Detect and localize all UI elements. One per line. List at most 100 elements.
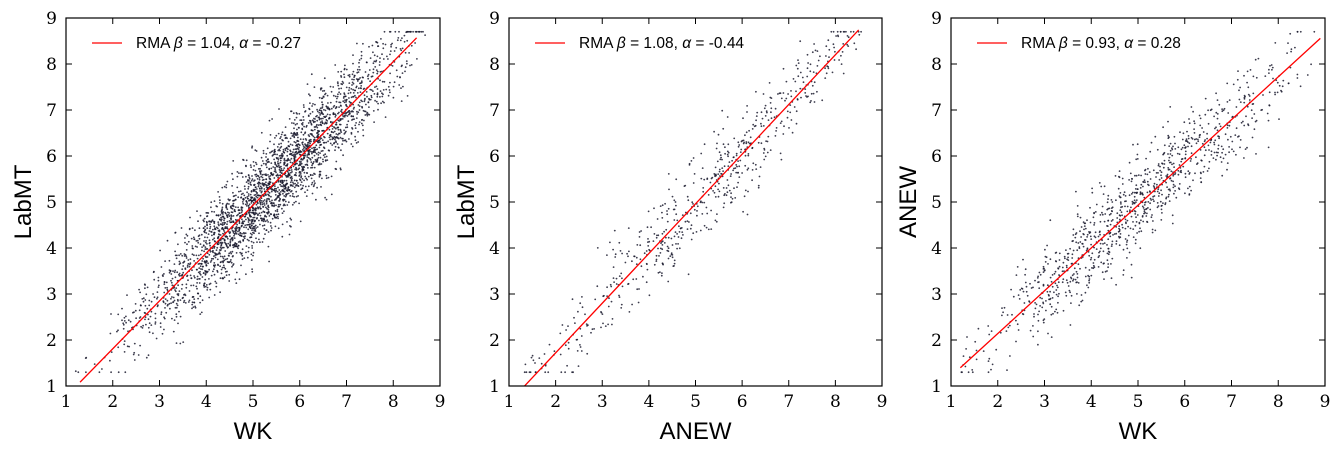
data-point xyxy=(270,195,272,198)
data-point xyxy=(260,211,263,214)
data-point xyxy=(648,294,651,297)
data-point xyxy=(671,254,674,256)
data-point xyxy=(574,322,576,324)
data-point xyxy=(241,224,243,227)
data-point xyxy=(163,291,166,294)
data-point xyxy=(354,94,356,97)
data-point xyxy=(1121,226,1124,229)
data-point xyxy=(275,204,277,207)
data-point xyxy=(613,281,615,283)
data-point xyxy=(306,156,309,158)
data-point xyxy=(293,179,296,182)
data-point xyxy=(147,326,150,329)
data-point xyxy=(348,110,351,112)
data-point xyxy=(799,87,802,90)
data-point xyxy=(249,236,251,239)
data-point xyxy=(1034,302,1036,304)
data-point xyxy=(1188,185,1191,188)
data-point xyxy=(1148,190,1151,193)
data-point xyxy=(257,185,260,188)
data-point xyxy=(255,188,258,190)
x-tick-label: 6 xyxy=(294,392,305,412)
data-point xyxy=(392,96,395,99)
data-point xyxy=(538,357,541,359)
data-point xyxy=(1088,269,1091,271)
data-point xyxy=(377,108,379,111)
data-point xyxy=(226,180,229,183)
legend-alpha-text: = -0.44 xyxy=(691,35,744,52)
data-point xyxy=(1090,256,1093,259)
data-point xyxy=(204,285,207,288)
data-point xyxy=(246,203,249,205)
data-point xyxy=(1110,212,1112,215)
data-point xyxy=(319,143,322,146)
data-point xyxy=(234,198,237,201)
data-point xyxy=(360,57,363,60)
data-point xyxy=(320,111,323,113)
data-point xyxy=(635,278,638,280)
data-point xyxy=(188,290,191,292)
data-point xyxy=(1142,220,1145,223)
data-point xyxy=(659,247,662,250)
data-point xyxy=(354,127,357,129)
data-point xyxy=(1111,257,1114,260)
data-point xyxy=(560,371,563,374)
data-point xyxy=(677,243,679,245)
y-tick-label: 7 xyxy=(46,101,57,121)
data-point xyxy=(209,282,212,285)
data-point xyxy=(150,324,153,326)
data-point xyxy=(223,266,226,269)
data-point xyxy=(1052,312,1054,315)
data-point xyxy=(220,244,223,247)
data-point xyxy=(1017,329,1020,331)
data-point xyxy=(399,76,401,78)
data-point xyxy=(260,175,263,178)
data-point xyxy=(185,283,188,286)
data-point xyxy=(125,315,127,318)
data-point xyxy=(618,294,620,297)
data-point xyxy=(1226,124,1229,127)
data-point xyxy=(248,203,251,206)
data-point xyxy=(254,161,257,164)
data-point xyxy=(258,219,260,222)
data-point xyxy=(286,221,288,223)
data-point xyxy=(246,201,248,204)
data-point xyxy=(163,281,166,284)
data-point xyxy=(376,70,379,73)
data-point xyxy=(268,167,271,170)
data-point xyxy=(320,97,323,100)
data-point xyxy=(718,168,721,171)
data-point xyxy=(240,172,243,175)
data-point xyxy=(337,133,339,136)
data-point xyxy=(1250,109,1253,112)
data-point xyxy=(1159,169,1162,172)
data-point xyxy=(196,210,198,213)
data-point xyxy=(274,210,277,212)
data-point xyxy=(658,255,660,257)
data-point xyxy=(1139,187,1142,189)
data-point xyxy=(1290,50,1292,53)
data-point xyxy=(286,204,289,206)
data-point xyxy=(1210,154,1213,156)
data-point xyxy=(1055,293,1058,296)
y-tick-label: 3 xyxy=(489,285,500,305)
data-point xyxy=(283,179,286,182)
data-point xyxy=(216,246,219,249)
data-point xyxy=(258,232,260,235)
data-point xyxy=(631,260,633,263)
data-point xyxy=(1129,209,1131,212)
data-point xyxy=(233,210,236,212)
data-point xyxy=(193,298,196,300)
data-point xyxy=(1222,109,1225,112)
data-point xyxy=(237,209,240,211)
data-point xyxy=(579,302,582,305)
data-point xyxy=(258,238,260,241)
data-point xyxy=(356,113,359,115)
data-point xyxy=(1130,193,1133,195)
data-point xyxy=(283,163,285,166)
data-point xyxy=(196,275,199,278)
data-point xyxy=(221,255,224,258)
data-point xyxy=(213,211,216,213)
data-point xyxy=(287,157,289,160)
